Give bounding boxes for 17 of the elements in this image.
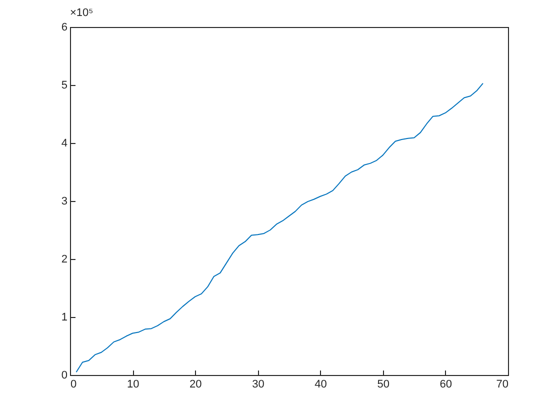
y-tick-label: 4 — [61, 138, 68, 150]
y-tick-label: 6 — [61, 22, 68, 34]
y-tick-label: 5 — [61, 80, 68, 92]
text: ×10⁵ — [70, 7, 94, 19]
y-tick-label: 0 — [61, 370, 68, 382]
x-tick-label: 0 — [70, 378, 77, 390]
x-tick-label: 70 — [496, 378, 508, 390]
y-tick-label: 2 — [61, 254, 68, 266]
x-tick-label: 40 — [314, 378, 327, 390]
x-tick-label: 20 — [190, 378, 202, 390]
line-series — [76, 82, 484, 373]
y-tick-label: 1 — [61, 312, 68, 324]
x-tick-label: 60 — [440, 378, 452, 390]
x-tick-label: 30 — [252, 378, 264, 390]
x-tick-label: 10 — [126, 378, 140, 390]
y-tick-label: 3 — [61, 196, 68, 208]
x-tick-label: 50 — [377, 378, 390, 390]
